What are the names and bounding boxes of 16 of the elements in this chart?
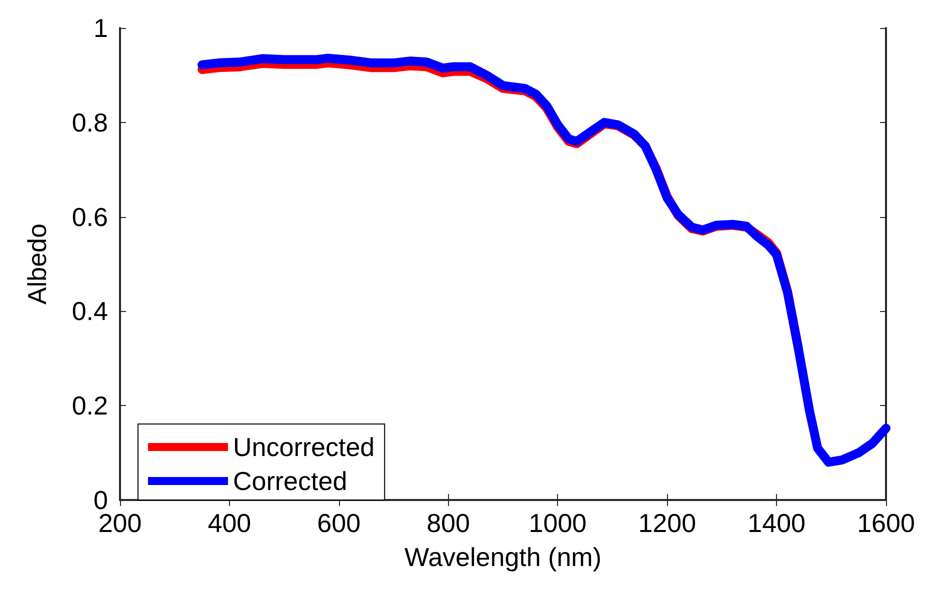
y-tick-label: 0.8: [72, 107, 108, 138]
y-tick-label: 1: [94, 13, 108, 43]
x-axis-title: Wavelength (nm): [404, 542, 602, 572]
y-tick-label: 0.2: [72, 390, 108, 421]
x-tick-label: 1000: [528, 508, 587, 538]
legend-label: Uncorrected: [233, 432, 375, 462]
y-tick-label: 0.6: [72, 202, 108, 232]
x-tick-label: 1600: [857, 508, 915, 538]
x-tick-label: 600: [317, 508, 361, 538]
x-tick-label: 1400: [748, 508, 806, 538]
x-tick-label: 1200: [638, 508, 696, 538]
y-axis-title: Albedo: [22, 224, 52, 304]
y-tick-label: 0.4: [72, 296, 108, 326]
x-tick-label: 800: [426, 508, 470, 538]
legend-label: Corrected: [233, 466, 348, 496]
x-tick-label: 400: [208, 508, 252, 538]
